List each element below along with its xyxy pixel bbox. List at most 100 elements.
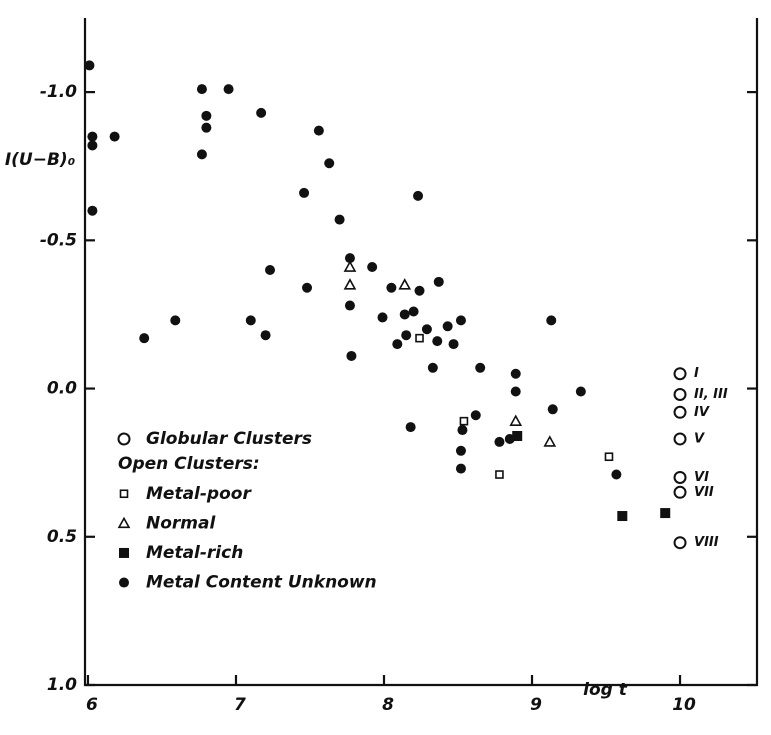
point [343, 260, 357, 272]
point [543, 435, 557, 447]
x-axis-label: log t [583, 680, 628, 700]
point [459, 416, 469, 426]
legend-marker [117, 516, 131, 529]
point [377, 312, 388, 323]
point [256, 107, 267, 118]
point [313, 125, 324, 136]
x-tick-label: 9 [530, 695, 542, 715]
point [109, 131, 120, 142]
point [413, 190, 424, 201]
point [421, 324, 432, 335]
x-tick-label: 7 [234, 695, 246, 715]
y-tick-label: 0.5 [47, 527, 77, 547]
point [392, 339, 403, 350]
point [512, 430, 523, 441]
point [87, 140, 98, 151]
point [457, 425, 468, 436]
point [260, 330, 271, 341]
legend-marker [119, 489, 129, 499]
point [673, 387, 687, 401]
point [448, 339, 459, 350]
y-tick-label: 1.0 [47, 675, 77, 695]
x-tick-label: 6 [86, 695, 98, 715]
point [299, 187, 310, 198]
point [265, 264, 276, 275]
point [504, 433, 515, 444]
x-tick-label: 10 [672, 695, 696, 715]
point-label: VIII [694, 535, 719, 550]
axis-frame [83, 18, 759, 687]
point [673, 485, 687, 499]
y-tick-label: -1.0 [40, 82, 77, 102]
point [346, 350, 357, 361]
y-axis-label: I(U−B)₀ [5, 150, 76, 170]
point [196, 149, 207, 160]
point [494, 436, 505, 447]
point-label: V [694, 431, 705, 446]
point [334, 214, 345, 225]
point [170, 315, 181, 326]
point [432, 336, 443, 347]
point [87, 205, 98, 216]
point [344, 253, 355, 264]
y-tick-label: 0.0 [47, 379, 77, 399]
point [470, 410, 481, 421]
point [324, 158, 335, 169]
point-label: I [694, 366, 699, 381]
point-label: VII [694, 485, 714, 500]
point [386, 282, 397, 293]
point [611, 469, 622, 480]
point [617, 511, 628, 522]
point [427, 362, 438, 373]
point [495, 470, 504, 479]
legend-label: Metal-rich [146, 543, 243, 563]
point [510, 368, 521, 379]
point [547, 404, 558, 415]
legend-marker [119, 547, 129, 558]
legend-label: Normal [146, 513, 216, 533]
legend-group-label: Open Clusters: [118, 454, 260, 474]
point [455, 445, 466, 456]
point [673, 432, 687, 446]
point [367, 262, 378, 273]
legend-marker [117, 432, 131, 446]
point [475, 362, 486, 373]
point [302, 282, 313, 293]
point [398, 278, 412, 290]
point [196, 84, 207, 95]
legend-label: Metal-poor [146, 484, 252, 504]
point [139, 333, 150, 344]
point [673, 536, 687, 550]
point [433, 276, 444, 287]
point [455, 463, 466, 474]
point [414, 285, 425, 296]
point [401, 330, 412, 341]
point [673, 470, 687, 484]
point [509, 414, 523, 426]
point-label: VI [694, 470, 709, 485]
point [223, 84, 234, 95]
point [673, 405, 687, 419]
point [343, 278, 357, 290]
point [442, 321, 453, 332]
point [510, 386, 521, 397]
point [201, 122, 212, 133]
x-tick-label: 8 [382, 695, 394, 715]
legend-marker [119, 577, 129, 588]
point [87, 131, 98, 142]
point [408, 306, 419, 317]
point [415, 333, 424, 343]
point [455, 315, 466, 326]
point [405, 422, 416, 433]
point-label: IV [694, 405, 710, 420]
point [546, 315, 557, 326]
legend-label: Globular Clusters [146, 429, 312, 449]
point [84, 60, 95, 71]
point [399, 309, 410, 320]
point [673, 367, 687, 381]
point [660, 508, 671, 519]
point [344, 300, 355, 311]
point [575, 386, 586, 397]
point [604, 452, 614, 462]
